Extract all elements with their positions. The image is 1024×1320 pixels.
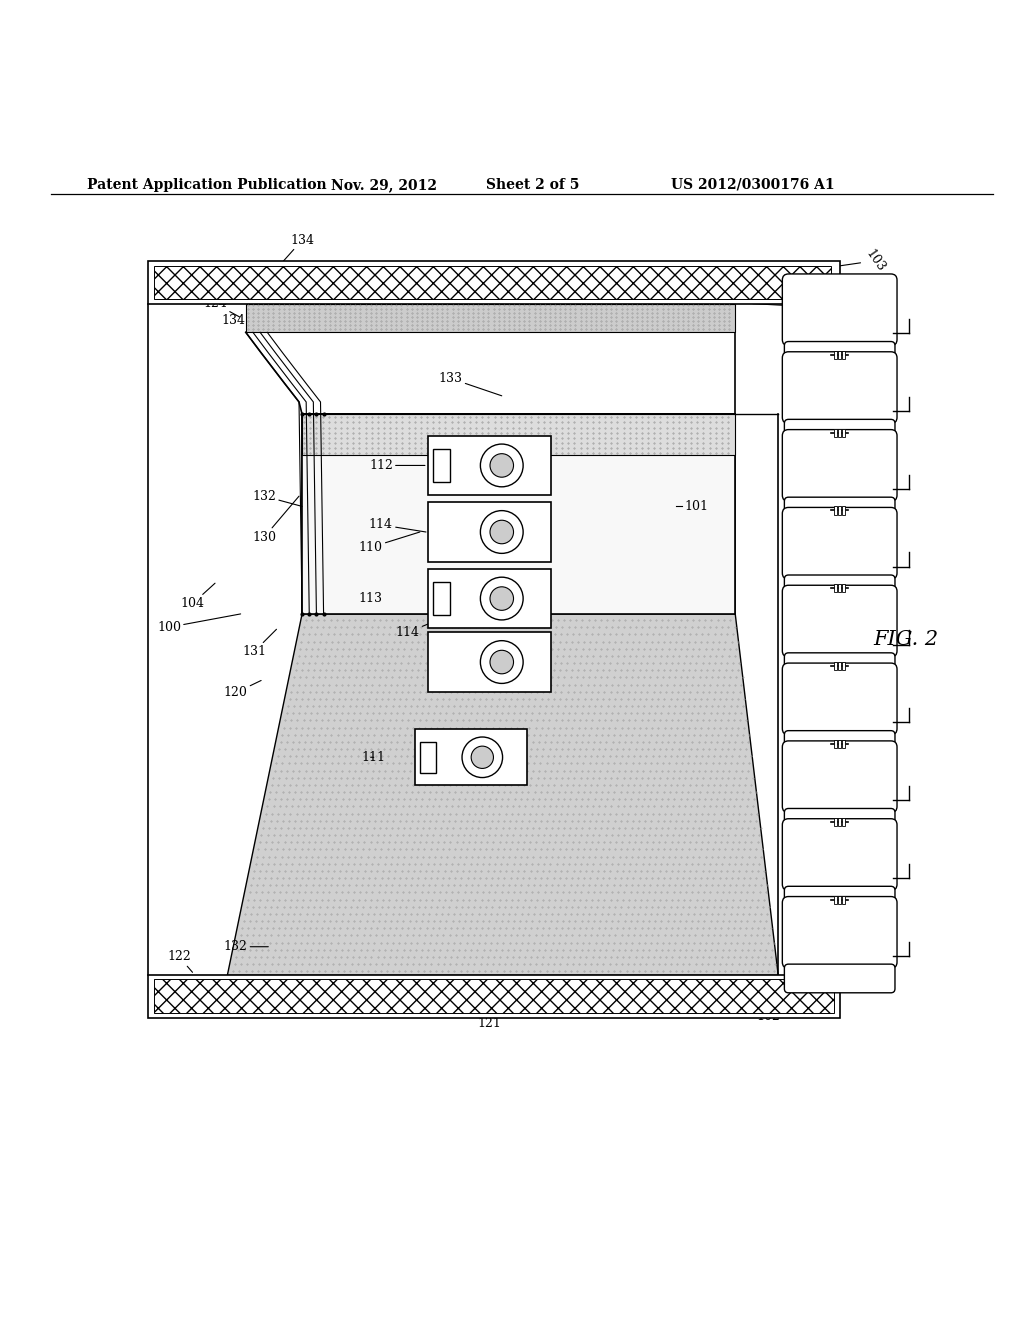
Bar: [428, 503, 551, 562]
Bar: [838, 895, 841, 904]
Circle shape: [490, 651, 513, 673]
FancyBboxPatch shape: [784, 420, 895, 447]
FancyBboxPatch shape: [782, 818, 897, 891]
Circle shape: [490, 587, 513, 610]
Text: 131: 131: [242, 630, 276, 659]
FancyBboxPatch shape: [784, 808, 895, 837]
Text: 122: 122: [167, 950, 193, 973]
Bar: [834, 351, 837, 359]
Bar: [433, 582, 451, 615]
Polygon shape: [148, 260, 840, 304]
FancyBboxPatch shape: [784, 731, 895, 759]
Text: 123: 123: [753, 293, 820, 321]
Bar: [834, 741, 837, 748]
Bar: [838, 351, 841, 359]
FancyBboxPatch shape: [782, 663, 897, 735]
Text: 114: 114: [369, 519, 426, 532]
Bar: [420, 742, 435, 774]
Bar: [834, 895, 837, 904]
Circle shape: [490, 520, 513, 544]
Bar: [842, 663, 845, 671]
Bar: [842, 741, 845, 748]
Bar: [842, 507, 845, 515]
Bar: [842, 585, 845, 593]
Bar: [428, 569, 551, 628]
Text: 103: 103: [819, 247, 888, 275]
Bar: [838, 741, 841, 748]
Polygon shape: [302, 414, 735, 455]
Bar: [428, 632, 551, 692]
Circle shape: [480, 640, 523, 684]
Text: 100: 100: [157, 614, 241, 634]
Text: 113: 113: [358, 593, 383, 605]
Text: 105: 105: [788, 944, 819, 973]
Text: Nov. 29, 2012: Nov. 29, 2012: [331, 178, 437, 191]
FancyBboxPatch shape: [784, 964, 895, 993]
Bar: [838, 429, 841, 437]
FancyBboxPatch shape: [782, 585, 897, 657]
Text: 114: 114: [395, 619, 440, 639]
Bar: [842, 895, 845, 904]
Circle shape: [480, 577, 523, 620]
Circle shape: [480, 444, 523, 487]
Bar: [415, 729, 527, 785]
FancyBboxPatch shape: [782, 429, 897, 502]
FancyBboxPatch shape: [782, 741, 897, 813]
Text: 104: 104: [180, 583, 215, 610]
FancyBboxPatch shape: [782, 896, 897, 969]
Text: 124: 124: [203, 297, 240, 317]
Text: US 2012/0300176 A1: US 2012/0300176 A1: [671, 178, 835, 191]
Bar: [834, 507, 837, 515]
Text: Sheet 2 of 5: Sheet 2 of 5: [485, 178, 580, 191]
Bar: [428, 436, 551, 495]
Bar: [838, 507, 841, 515]
Text: 111: 111: [361, 751, 386, 764]
Bar: [834, 663, 837, 671]
Polygon shape: [227, 614, 778, 975]
Bar: [842, 817, 845, 826]
Circle shape: [490, 454, 513, 478]
FancyBboxPatch shape: [782, 507, 897, 579]
Text: 112: 112: [369, 459, 425, 473]
Polygon shape: [246, 304, 735, 333]
Text: 134: 134: [276, 234, 314, 269]
FancyBboxPatch shape: [782, 275, 897, 346]
Polygon shape: [148, 975, 840, 1019]
Text: 121: 121: [477, 993, 502, 1030]
FancyBboxPatch shape: [784, 886, 895, 915]
Text: 130: 130: [252, 496, 299, 544]
Bar: [838, 585, 841, 593]
Text: 110: 110: [358, 532, 420, 554]
Circle shape: [480, 511, 523, 553]
Bar: [834, 429, 837, 437]
Bar: [838, 817, 841, 826]
Text: 132: 132: [223, 940, 268, 953]
Bar: [842, 429, 845, 437]
Text: 132: 132: [252, 490, 302, 507]
Bar: [834, 817, 837, 826]
Circle shape: [471, 746, 494, 768]
Text: 120: 120: [223, 681, 261, 700]
Text: 133: 133: [438, 372, 502, 396]
FancyBboxPatch shape: [782, 351, 897, 424]
Text: 101: 101: [684, 500, 708, 513]
FancyBboxPatch shape: [784, 653, 895, 681]
Text: 102: 102: [737, 1003, 780, 1023]
Text: FIG. 2: FIG. 2: [873, 630, 939, 649]
Bar: [842, 351, 845, 359]
Bar: [834, 585, 837, 593]
Circle shape: [462, 737, 503, 777]
FancyBboxPatch shape: [784, 498, 895, 525]
Bar: [838, 663, 841, 671]
FancyBboxPatch shape: [784, 576, 895, 603]
Polygon shape: [302, 414, 735, 614]
FancyBboxPatch shape: [784, 342, 895, 370]
Text: Patent Application Publication: Patent Application Publication: [87, 178, 327, 191]
Bar: [433, 449, 451, 482]
Text: 134: 134: [221, 314, 254, 329]
